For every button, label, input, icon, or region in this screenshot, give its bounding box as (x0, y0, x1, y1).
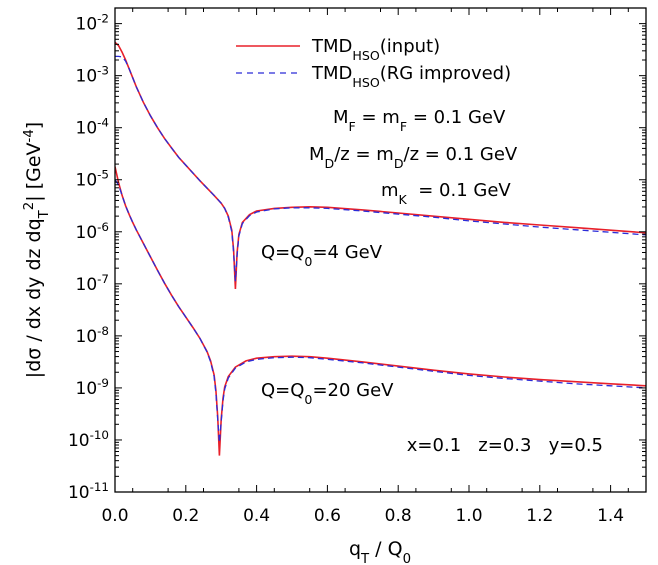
y-tick-label: 10-5 (76, 168, 110, 191)
annotation-part: F (349, 119, 356, 134)
annotation-part: = m (356, 107, 400, 128)
annotation-part: = 0.1 GeV (407, 107, 506, 128)
x-tick-label: 1.4 (597, 506, 624, 526)
x-tick-label: 0.8 (385, 506, 412, 526)
y-tick-base: 10 (76, 67, 98, 87)
x-tick-label: 0.2 (172, 506, 199, 526)
y-tick-base: 10 (76, 171, 98, 191)
legend-sub: HSO (352, 75, 379, 90)
annotation-part: =4 GeV (312, 242, 382, 263)
y-tick-label: 10-6 (76, 220, 110, 243)
y-tick-base: 10 (76, 275, 98, 295)
annotation-label-q4: Q=Q0=4 GeV (261, 242, 383, 269)
y-tick-exponent: -3 (97, 64, 109, 78)
y-tick-base: 10 (68, 483, 90, 503)
y-tick-base: 10 (76, 223, 98, 243)
annotation-part: m (381, 180, 399, 201)
y-tick-exponent: -2 (97, 12, 109, 26)
x-tick-label: 0.4 (243, 506, 270, 526)
annotation-part: K (399, 192, 408, 207)
legend: TMDHSO(input)TMDHSO(RG improved) (236, 36, 511, 90)
x-label-part: q (349, 538, 361, 560)
tick-layer: 0.0 0.2 0.4 0.6 0.8 1.0 1.2 1.410-210-310-410-5… (68, 8, 646, 526)
legend-part: (input) (380, 36, 440, 57)
y-label-sub: T (37, 209, 52, 219)
y-tick-label: 10-2 (76, 12, 110, 35)
x-tick-label: 1.2 (526, 506, 553, 526)
annotation-part: F (400, 119, 407, 134)
y-tick-base: 10 (76, 15, 98, 35)
legend-label-rg: TMDHSO(RG improved) (311, 63, 511, 90)
annotation-part: D (394, 156, 404, 171)
y-label-part: | [GeV (23, 142, 45, 201)
y-tick-exponent: -7 (97, 272, 109, 286)
y-tick-base: 10 (76, 119, 98, 139)
annotation-part: /z = 0.1 GeV (404, 144, 518, 165)
annotation-mass-d: MD/z = mD/z = 0.1 GeV (309, 144, 518, 171)
x-tick-label: 1.0 (455, 506, 482, 526)
x-label-sub: T (360, 552, 370, 565)
legend-part: (RG improved) (380, 63, 511, 84)
x-axis-label: qT / Q0 (349, 538, 411, 565)
y-tick-label: 10-11 (68, 480, 109, 503)
x-label-part: / Q (369, 538, 402, 560)
annotation-part: D (325, 156, 335, 171)
legend-label-input: TMDHSO(input) (311, 36, 440, 63)
annotation-part: x=0.1 z=0.3 y=0.5 (407, 435, 603, 456)
y-tick-exponent: -8 (97, 324, 109, 338)
annotation-part: Q=Q (261, 380, 304, 401)
y-tick-label: 10-3 (76, 64, 110, 87)
series-line-rg-improved-q4 (115, 55, 646, 282)
legend-part: TMD (311, 63, 352, 84)
y-tick-base: 10 (68, 431, 90, 451)
annotation-part: M (309, 144, 325, 165)
annotation-part: =20 GeV (312, 380, 394, 401)
annotation-part: 0 (304, 392, 312, 407)
x-tick-label: 0.0 (101, 506, 128, 526)
annotation-part: 0 (304, 254, 312, 269)
annotation-part: Q=Q (261, 242, 304, 263)
y-tick-exponent: -5 (97, 168, 109, 182)
y-tick-label: 10-7 (76, 272, 110, 295)
y-tick-exponent: -9 (97, 376, 109, 390)
y-label-part: ] (23, 122, 45, 129)
y-tick-label: 10-4 (76, 116, 110, 139)
y-label-part: |dσ / dx dy dz dq (23, 218, 45, 378)
y-axis-label: |dσ / dx dy dz dqT2| [GeV-4] (22, 122, 52, 378)
annotation-kinematics: x=0.1 z=0.3 y=0.5 (407, 435, 603, 456)
y-label-sup: -4 (22, 129, 37, 142)
series-line-input-q20 (115, 166, 646, 456)
y-tick-label: 10-8 (76, 324, 110, 347)
y-tick-exponent: -10 (90, 428, 109, 442)
legend-sub: HSO (352, 48, 379, 63)
y-tick-label: 10-9 (76, 376, 110, 399)
y-tick-base: 10 (76, 327, 98, 347)
y-label-sup: 2 (22, 202, 37, 210)
series-layer (115, 41, 646, 456)
legend-part: TMD (311, 36, 352, 57)
series-line-rg-improved-q20 (115, 179, 646, 443)
y-tick-exponent: -11 (90, 480, 109, 494)
y-tick-exponent: -4 (97, 116, 109, 130)
x-tick-label: 0.6 (314, 506, 341, 526)
y-tick-base: 10 (76, 379, 98, 399)
x-label-sub: 0 (403, 552, 411, 565)
y-tick-exponent: -6 (97, 220, 109, 234)
annotation-part: = 0.1 GeV (407, 180, 512, 201)
annotation-mass-f: MF = mF = 0.1 GeV (333, 107, 506, 134)
y-tick-label: 10-10 (68, 428, 109, 451)
annotation-label-q20: Q=Q0=20 GeV (261, 380, 394, 407)
annotation-part: M (333, 107, 349, 128)
annotation-mass-k: mK = 0.1 GeV (381, 180, 511, 207)
annotation-part: /z = m (334, 144, 394, 165)
